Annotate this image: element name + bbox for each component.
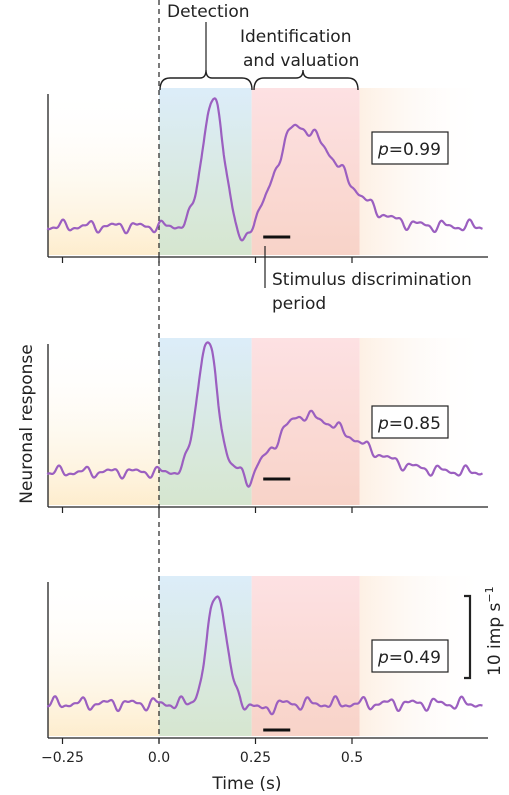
p-symbol-3: p	[377, 648, 389, 668]
detection-annotation: Detection	[159, 2, 253, 91]
response-trace-1	[46, 97, 483, 242]
response-trace-3	[46, 595, 483, 716]
p-value-box-1	[371, 131, 449, 165]
p-value-box-2	[371, 405, 449, 439]
x-tick-label-2: 0.0	[148, 750, 170, 766]
p-value-1: =0.99	[389, 140, 441, 160]
x-tick-label-1: −0.25	[41, 750, 84, 766]
identification-band-2	[251, 338, 360, 505]
detection-bracket	[159, 69, 253, 91]
pre-stimulus-band-2	[48, 338, 159, 505]
x-axis-label: Time (s)	[211, 774, 281, 794]
p-symbol-2: p	[377, 414, 389, 434]
pre-stimulus-band-3	[48, 576, 159, 736]
x-tick-labels: −0.25 0.0 0.25 0.5	[41, 750, 363, 766]
x-tick-label-3: 0.25	[240, 750, 271, 766]
p-value-boxes: p=0.99p=0.85p=0.49	[371, 131, 449, 673]
p-value-text-2: p=0.85	[377, 414, 441, 434]
scale-bar-exponent: −1	[483, 586, 496, 602]
identification-label-line2: and valuation	[243, 51, 359, 71]
period-bands	[48, 88, 488, 736]
discrimination-label-line1: Stimulus discrimination	[272, 270, 472, 290]
response-trace-2	[46, 341, 483, 488]
identification-annotation: Identification and valuation	[240, 27, 359, 91]
identification-band-3	[251, 576, 360, 736]
discrimination-label-line2: period	[272, 294, 326, 314]
scale-bar-label: 10 imp s−1	[483, 586, 505, 676]
scale-bar-line	[464, 594, 472, 680]
response-traces	[46, 97, 483, 732]
discrimination-annotation: Stimulus discrimination period	[264, 246, 472, 314]
identification-bracket	[253, 69, 359, 91]
pre-stimulus-band-1	[48, 88, 159, 255]
x-tick-label-4: 0.5	[341, 750, 363, 766]
p-value-box-3	[371, 639, 449, 673]
p-value-text-3: p=0.49	[377, 648, 441, 668]
y-axis-label: Neuronal response	[17, 344, 37, 504]
scale-bar: 10 imp s−1	[464, 586, 505, 680]
p-value-3: =0.49	[389, 648, 441, 668]
post-band-1	[359, 88, 488, 255]
identification-label-line1: Identification	[240, 27, 351, 47]
p-value-text-1: p=0.99	[377, 140, 441, 160]
scale-bar-text: 10 imp s	[485, 602, 505, 676]
p-symbol-1: p	[377, 140, 389, 160]
detection-band-2	[159, 338, 252, 505]
identification-band-1	[251, 88, 360, 255]
detection-label: Detection	[167, 2, 250, 22]
p-value-2: =0.85	[389, 414, 441, 434]
